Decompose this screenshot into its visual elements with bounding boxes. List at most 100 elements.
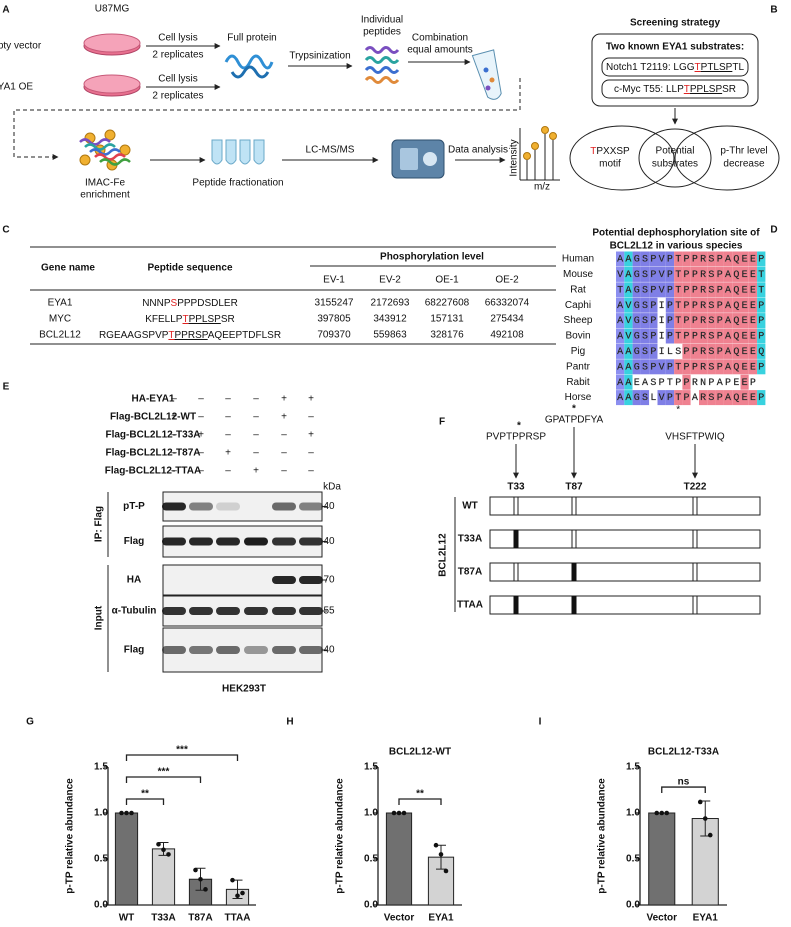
residue-cell bbox=[624, 359, 633, 375]
marker-label: 40 bbox=[323, 536, 335, 547]
blot bbox=[162, 525, 323, 558]
y-tick-label: 0.0 bbox=[94, 900, 108, 911]
table-cell: EYA1 bbox=[48, 298, 73, 309]
x-tick-label: Vector bbox=[646, 913, 677, 924]
residue-cell bbox=[690, 374, 699, 390]
residue-cell bbox=[740, 359, 749, 375]
residue-cell bbox=[682, 282, 691, 298]
condition-sign: – bbox=[253, 412, 259, 423]
condition-sign: – bbox=[171, 430, 177, 441]
band bbox=[244, 646, 268, 654]
residue-cell bbox=[649, 297, 658, 313]
table-cell: 157131 bbox=[430, 314, 464, 325]
construct bbox=[489, 496, 761, 516]
y-tick-label: 0.5 bbox=[94, 854, 108, 865]
condition-sign: – bbox=[281, 466, 287, 477]
table-cell: 68227608 bbox=[425, 298, 470, 309]
significance-bracket bbox=[661, 786, 706, 794]
peak-dot bbox=[523, 152, 531, 160]
band bbox=[272, 646, 296, 654]
text-part: T bbox=[684, 84, 690, 95]
table-header: EV-2 bbox=[379, 275, 401, 286]
condition-sign: – bbox=[225, 430, 231, 441]
residue-cell bbox=[665, 328, 675, 344]
text-part: PPLSP bbox=[690, 84, 723, 95]
band bbox=[189, 607, 213, 615]
residue-cell bbox=[616, 297, 625, 313]
peptide bbox=[99, 158, 131, 166]
data-point bbox=[391, 810, 397, 816]
band bbox=[189, 646, 213, 654]
band bbox=[216, 502, 240, 511]
residue-cell bbox=[657, 390, 666, 406]
panel-letter: D bbox=[770, 225, 777, 236]
condition-sign: + bbox=[308, 394, 314, 405]
species-name: Mouse bbox=[563, 269, 593, 280]
label: Cell lysis bbox=[158, 74, 197, 85]
residue-cell bbox=[640, 359, 650, 375]
construct-label: WT bbox=[462, 501, 478, 512]
species-name: Caphi bbox=[565, 300, 591, 311]
y-axis-label: p-TP relative abundance bbox=[597, 778, 608, 894]
residue-cell bbox=[699, 297, 708, 313]
residue-cell bbox=[624, 313, 633, 329]
residue-cell bbox=[649, 390, 658, 406]
residue-cell bbox=[715, 359, 724, 375]
tube bbox=[471, 49, 502, 100]
dish-top bbox=[83, 33, 141, 53]
data-point bbox=[664, 810, 670, 816]
residue-cell bbox=[624, 343, 633, 359]
data-point bbox=[401, 810, 407, 816]
residue-cell bbox=[616, 390, 625, 406]
bead bbox=[485, 85, 491, 91]
peptide bbox=[84, 143, 116, 151]
condition-sign: – bbox=[281, 448, 287, 459]
chart-title: BCL2L12-T33A bbox=[648, 747, 719, 758]
residue-cell bbox=[757, 266, 766, 282]
residue-cell bbox=[757, 313, 766, 329]
band bbox=[162, 537, 186, 546]
residue-cell bbox=[682, 251, 691, 267]
box bbox=[601, 79, 749, 99]
site-peptide: VHSFTPWIQ bbox=[665, 432, 725, 443]
text-part: KFELLP bbox=[145, 314, 183, 325]
residue-cell bbox=[699, 374, 708, 390]
band bbox=[162, 502, 186, 511]
residue-cell bbox=[707, 374, 716, 390]
text-part: T bbox=[590, 146, 596, 157]
peak-dot bbox=[549, 132, 557, 140]
text-part: T bbox=[695, 62, 701, 73]
text-part: SR bbox=[722, 84, 736, 95]
y-tick-label: 0.5 bbox=[364, 854, 378, 865]
species-name: Rabit bbox=[566, 377, 590, 388]
residue-cell bbox=[715, 282, 724, 298]
significance-label: ** bbox=[416, 789, 424, 800]
venn-label: Potential bbox=[656, 146, 695, 157]
residue-cell bbox=[748, 297, 758, 313]
residue-cell bbox=[723, 374, 733, 390]
data-point bbox=[166, 852, 171, 857]
condition-sign: + bbox=[225, 448, 231, 459]
data-point bbox=[203, 887, 208, 892]
label: equal amounts bbox=[407, 45, 473, 56]
data-point bbox=[654, 810, 660, 816]
fraction-tube bbox=[253, 139, 265, 165]
residue-cell bbox=[657, 251, 666, 267]
residue-cell bbox=[682, 328, 691, 344]
chart-title: BCL2L12-WT bbox=[389, 747, 451, 758]
residue-cell bbox=[690, 251, 699, 267]
blot-label: Flag bbox=[124, 536, 145, 547]
label: Full protein bbox=[227, 33, 276, 44]
table-header: OE-1 bbox=[435, 275, 459, 286]
band bbox=[299, 607, 323, 615]
significance-label: *** bbox=[176, 745, 188, 756]
label: Cell lysis bbox=[158, 33, 197, 44]
residue-cell bbox=[748, 343, 758, 359]
peptide bbox=[364, 46, 400, 54]
label: peptides bbox=[363, 27, 401, 38]
venn bbox=[569, 125, 675, 191]
residue-cell bbox=[690, 328, 699, 344]
residue-cell bbox=[682, 390, 691, 406]
residue-cell bbox=[649, 266, 658, 282]
condition-sign: – bbox=[198, 448, 204, 459]
